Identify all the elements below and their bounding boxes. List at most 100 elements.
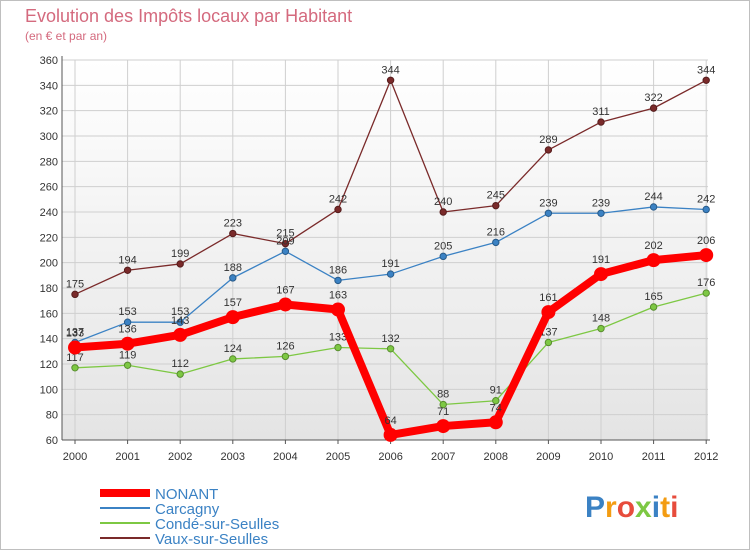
legend-label-conde-sur-seulles: Condé-sur-Seulles bbox=[155, 516, 279, 533]
data-label-carcagny-2002: 153 bbox=[171, 306, 189, 318]
point-conde-sur-seulles-2010 bbox=[597, 324, 605, 333]
point-conde-sur-seulles-2002 bbox=[176, 370, 184, 378]
y-tick-label-60: 60 bbox=[46, 435, 58, 447]
x-tick-label-2012: 2012 bbox=[694, 451, 718, 463]
point-conde-sur-seulles-2009 bbox=[544, 338, 553, 347]
point-carcagny-2001 bbox=[123, 318, 132, 326]
point-carcagny-2005 bbox=[334, 276, 342, 285]
chart-subtitle: (en € et par an) bbox=[25, 29, 107, 43]
data-label-vaux-sur-seulles-2000: 175 bbox=[66, 278, 84, 290]
series-conde-sur-seulles: 117 119 112 124 126 133 132 88 91 137 148 165 176 bbox=[66, 277, 715, 409]
point-conde-sur-seulles-2011 bbox=[649, 303, 658, 311]
data-label-vaux-sur-seulles-2004: 215 bbox=[276, 228, 294, 240]
data-label-conde-sur-seulles-2005: 133 bbox=[329, 332, 347, 344]
data-label-carcagny-2004: 209 bbox=[276, 235, 294, 247]
data-label-conde-sur-seulles-2007: 88 bbox=[437, 389, 449, 401]
point-carcagny-2008 bbox=[492, 238, 500, 247]
point-vaux-sur-seulles-2002 bbox=[176, 260, 184, 268]
data-label-nonant-2002: 143 bbox=[171, 315, 189, 327]
x-tick-label-2006: 2006 bbox=[378, 451, 402, 463]
data-label-vaux-sur-seulles-2009: 289 bbox=[539, 134, 557, 146]
y-tick-label-160: 160 bbox=[40, 308, 58, 320]
data-label-conde-sur-seulles-2004: 126 bbox=[276, 340, 294, 352]
data-label-vaux-sur-seulles-2011: 322 bbox=[644, 92, 662, 104]
point-vaux-sur-seulles-2006 bbox=[386, 76, 395, 84]
data-label-vaux-sur-seulles-2002: 199 bbox=[171, 248, 189, 260]
data-label-carcagny-2011: 244 bbox=[644, 191, 662, 203]
logo-letter: i bbox=[670, 491, 678, 524]
legend-label-carcagny: Carcagny bbox=[155, 501, 220, 518]
y-tick-label-240: 240 bbox=[40, 207, 58, 219]
point-nonant-2001 bbox=[120, 336, 135, 351]
point-conde-sur-seulles-2001 bbox=[123, 361, 132, 369]
point-carcagny-2011 bbox=[649, 203, 658, 211]
point-nonant-2010 bbox=[594, 267, 608, 282]
data-label-nonant-2004: 167 bbox=[276, 284, 294, 296]
point-nonant-2000 bbox=[68, 340, 82, 355]
data-label-conde-sur-seulles-2012: 176 bbox=[697, 277, 715, 289]
data-label-carcagny-2006: 191 bbox=[381, 258, 399, 270]
y-tick-label-320: 320 bbox=[40, 106, 58, 118]
data-label-nonant-2011: 202 bbox=[644, 240, 662, 252]
point-vaux-sur-seulles-2001 bbox=[123, 266, 132, 274]
y-tick-label-300: 300 bbox=[40, 131, 58, 143]
axes: 60 80 100 120 140 160 180 200 220 240 260 280 300 320… bbox=[40, 55, 719, 463]
point-carcagny-2002 bbox=[176, 318, 184, 326]
point-vaux-sur-seulles-2008 bbox=[492, 201, 500, 210]
point-conde-sur-seulles-2000 bbox=[71, 364, 79, 372]
series-carcagny: 137 153 153 188 209 186 191 205 216 239 239 244 242 bbox=[66, 191, 715, 347]
logo-letter: t bbox=[660, 491, 670, 524]
y-tick-label-280: 280 bbox=[40, 156, 58, 168]
data-label-nonant-2001: 136 bbox=[118, 324, 136, 336]
x-tick-label-2010: 2010 bbox=[589, 451, 613, 463]
proxiti-logo: Proxiti bbox=[585, 491, 678, 524]
data-label-vaux-sur-seulles-2008: 245 bbox=[487, 190, 505, 202]
point-carcagny-2006 bbox=[386, 270, 395, 278]
chart-title: Evolution des Impôts locaux par Habitant bbox=[25, 6, 352, 26]
x-tick-label-2004: 2004 bbox=[273, 451, 297, 463]
point-nonant-2008 bbox=[488, 415, 503, 430]
x-tick-label-2005: 2005 bbox=[326, 451, 350, 463]
data-label-nonant-2005: 163 bbox=[329, 290, 347, 302]
data-label-vaux-sur-seulles-2005: 242 bbox=[329, 193, 347, 205]
point-conde-sur-seulles-2008 bbox=[492, 397, 500, 405]
data-label-nonant-2003: 157 bbox=[224, 297, 242, 309]
point-conde-sur-seulles-2007 bbox=[439, 400, 447, 409]
y-tick-label-200: 200 bbox=[40, 258, 58, 270]
data-label-vaux-sur-seulles-2007: 240 bbox=[434, 196, 452, 208]
data-label-carcagny-2007: 205 bbox=[434, 240, 452, 252]
point-vaux-sur-seulles-2003 bbox=[229, 229, 237, 238]
y-tick-label-360: 360 bbox=[40, 55, 58, 67]
logo-letter: o bbox=[617, 491, 635, 524]
point-conde-sur-seulles-2004 bbox=[281, 352, 290, 361]
data-label-carcagny-2000: 137 bbox=[66, 326, 84, 338]
point-carcagny-2003 bbox=[229, 274, 237, 282]
data-label-carcagny-2005: 186 bbox=[329, 264, 347, 276]
data-label-carcagny-2001: 153 bbox=[118, 306, 136, 318]
point-vaux-sur-seulles-2012 bbox=[702, 76, 710, 84]
point-carcagny-2010 bbox=[597, 209, 605, 217]
data-label-nonant-2012: 206 bbox=[697, 235, 715, 247]
plot-area bbox=[62, 60, 708, 440]
data-label-nonant-2008: 74 bbox=[490, 402, 502, 414]
point-vaux-sur-seulles-2004 bbox=[281, 239, 290, 248]
point-conde-sur-seulles-2005 bbox=[334, 343, 342, 352]
data-label-nonant-2010: 191 bbox=[592, 254, 610, 266]
data-label-carcagny-2010: 239 bbox=[592, 197, 610, 209]
point-vaux-sur-seulles-2005 bbox=[334, 205, 342, 214]
data-label-conde-sur-seulles-2008: 91 bbox=[490, 385, 502, 397]
x-tick-label-2008: 2008 bbox=[484, 451, 508, 463]
series-nonant: 133 136 143 157 167 163 64 71 74 161 191 202 206 bbox=[66, 235, 715, 442]
y-tick-label-180: 180 bbox=[40, 283, 58, 295]
data-label-conde-sur-seulles-2011: 165 bbox=[644, 291, 662, 303]
data-label-nonant-2009: 161 bbox=[539, 292, 557, 304]
point-nonant-2003 bbox=[225, 310, 240, 325]
point-vaux-sur-seulles-2011 bbox=[649, 104, 658, 112]
y-tick-label-220: 220 bbox=[40, 232, 58, 244]
point-conde-sur-seulles-2006 bbox=[386, 345, 395, 353]
logo-letter: i bbox=[652, 491, 660, 524]
y-tick-label-140: 140 bbox=[40, 334, 58, 346]
y-tick-label-120: 120 bbox=[40, 359, 58, 371]
